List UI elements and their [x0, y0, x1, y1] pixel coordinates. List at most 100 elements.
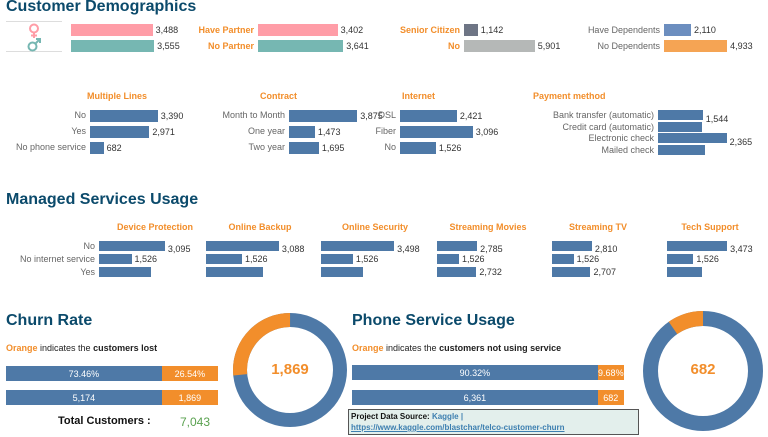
managed-bar — [321, 254, 353, 264]
gender-icon-box — [6, 21, 62, 52]
churn-lost-percent: 26.54% — [161, 366, 218, 381]
senior-bar — [464, 40, 535, 52]
managed-bar — [667, 254, 694, 264]
payment-bar — [658, 144, 705, 155]
dependents-bar — [664, 24, 691, 36]
phone-percent-bar: 90.32% 9.68% — [352, 365, 624, 380]
multiple_lines-value: 3,390 — [160, 111, 184, 121]
managed-value: 1,526 — [576, 254, 600, 264]
senior-value: 1,142 — [480, 25, 504, 35]
gender-value: 3,488 — [155, 25, 179, 35]
multiple_lines-label: No phone service — [15, 142, 86, 152]
contract-value: 1,695 — [321, 143, 345, 153]
contract-value: 1,473 — [317, 127, 341, 137]
phone-not-using-count: 682 — [597, 390, 624, 405]
churn-donut — [233, 313, 347, 427]
gender-bar — [71, 40, 155, 52]
managed-value: 3,095 — [167, 244, 191, 254]
managed-group-title: Streaming TV — [568, 222, 627, 232]
partner-bar — [258, 24, 338, 36]
managed-bar — [206, 267, 264, 277]
managed-value: 2,707 — [593, 267, 616, 277]
contract-value: 3,875 — [360, 111, 383, 121]
internet-label: Fiber — [375, 126, 396, 136]
phone-caption: Orange indicates the customers not using… — [352, 343, 562, 353]
managed-bar — [206, 254, 242, 264]
managed-bar — [437, 254, 459, 264]
payment-title: Payment method — [533, 91, 606, 101]
partner-label: Have Partner — [198, 25, 254, 35]
internet-label: No — [384, 142, 396, 152]
payment-bar — [658, 133, 727, 143]
internet-label: DSL — [378, 110, 396, 120]
managed-value: 1,526 — [134, 254, 158, 264]
managed-group-title: Tech Support — [681, 222, 739, 232]
managed-bar — [437, 267, 477, 277]
managed-bar — [667, 241, 728, 251]
female-icon — [29, 23, 39, 38]
contract-label: Month to Month — [222, 110, 285, 120]
managed-value: 1,526 — [696, 254, 719, 264]
managed-bar — [99, 267, 151, 277]
managed-group-title: Online Backup — [228, 222, 292, 232]
managed-bar — [552, 254, 574, 264]
internet-value: 3,096 — [475, 127, 499, 137]
total-customers-value: 7,043 — [180, 415, 211, 429]
managed-value: 1,526 — [245, 254, 268, 264]
managed-group-title: Streaming Movies — [449, 222, 527, 232]
phone-service-title: Phone Service Usage — [352, 312, 515, 329]
managed-bar — [437, 241, 478, 251]
phone-not-using-percent: 9.68% — [597, 365, 624, 380]
donut-highlight-segment — [233, 313, 347, 427]
data-source-url[interactable]: https://www.kaggle.com/blastchar/telco-c… — [351, 423, 565, 432]
multiple_lines-bar — [90, 126, 150, 138]
gender-value: 3,555 — [157, 41, 180, 51]
male-icon — [27, 38, 41, 52]
contract-label: Two year — [248, 142, 285, 152]
managed-group-title: Device Protection — [116, 222, 194, 232]
payment-bar — [658, 121, 703, 132]
managed-row-label: No internet service — [19, 254, 95, 264]
churn-percent-bar: 73.46% 26.54% — [6, 366, 218, 381]
managed-value: 3,088 — [281, 244, 305, 254]
multiple_lines-value: 2,971 — [152, 127, 175, 137]
payment-value: 2,365 — [729, 137, 753, 147]
churn-retained-percent: 73.46% — [6, 366, 162, 381]
data-source-box: Project Data Source: Kaggle | https://ww… — [348, 409, 639, 435]
payment-label: Electronic check — [588, 133, 654, 143]
partner-bar — [258, 40, 344, 52]
partner-value: 3,402 — [340, 25, 364, 35]
internet-value: 2,421 — [459, 111, 483, 121]
contract-bar — [289, 142, 319, 154]
phone-count-bar: 6,361 682 — [352, 390, 624, 405]
managed-bar — [321, 267, 364, 277]
phone-donut — [643, 311, 763, 431]
churn-retained-count: 5,174 — [6, 390, 162, 405]
internet-bar — [400, 142, 436, 154]
internet-value: 1,526 — [438, 143, 462, 153]
managed-group-title: Online Security — [341, 222, 409, 232]
churn-rate-title: Churn Rate — [6, 312, 93, 329]
dependents-bar — [664, 40, 728, 52]
payment-value: 1,544 — [705, 114, 729, 124]
contract-bar — [289, 110, 358, 122]
multiple_lines-value: 682 — [106, 143, 122, 153]
multiple_lines-title: Multiple Lines — [87, 91, 148, 101]
churn-lost-count: 1,869 — [161, 390, 218, 405]
senior-bar — [464, 24, 478, 36]
managed-value: 3,473 — [730, 244, 753, 254]
partner-label: No Partner — [207, 41, 254, 51]
managed-value: 2,810 — [594, 244, 618, 254]
kaggle-link[interactable]: Kaggle | — [431, 412, 464, 421]
data-source-label: Project Data Source: — [351, 412, 430, 421]
managed-bar — [99, 241, 165, 251]
managed-bar — [552, 267, 591, 277]
managed-value: 1,526 — [461, 254, 485, 264]
customer-demographics-title: Customer Demographics — [6, 0, 197, 15]
multiple_lines-bar — [90, 142, 104, 154]
contract-bar — [289, 126, 315, 138]
dependents-label: No Dependents — [597, 41, 660, 51]
churn-caption: Orange indicates the customers lost — [6, 343, 158, 353]
contract-title: Contract — [260, 91, 298, 101]
managed-value: 2,732 — [479, 267, 502, 277]
